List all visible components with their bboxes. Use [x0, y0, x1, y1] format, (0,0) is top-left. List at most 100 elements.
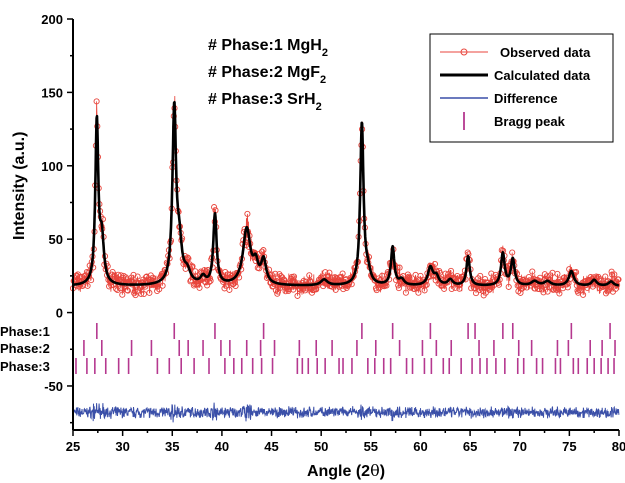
observed-point	[149, 274, 156, 281]
observed-point	[130, 271, 137, 278]
observed-point	[207, 277, 214, 284]
x-tick-label: 65	[463, 439, 477, 454]
observed-point	[340, 286, 347, 293]
y-tick-label: 100	[41, 159, 63, 174]
x-tick-label: 50	[314, 439, 328, 454]
observed-point	[539, 286, 546, 293]
observed-point	[509, 249, 516, 256]
calculated-data-line	[72, 101, 620, 287]
observed-point	[556, 290, 563, 297]
observed-point	[423, 281, 430, 288]
observed-point	[415, 289, 422, 296]
observed-point	[232, 282, 239, 290]
phase-row-label: Phase:1	[0, 324, 50, 339]
observed-point	[448, 285, 455, 293]
observed-point	[615, 276, 622, 283]
x-tick-label: 45	[264, 439, 278, 454]
observed-point	[339, 270, 346, 277]
observed-point	[187, 278, 194, 285]
observed-point	[456, 285, 463, 292]
legend: Observed data Calculated data Difference Br…	[429, 33, 614, 143]
observed-point	[272, 270, 279, 277]
observed-point	[290, 286, 297, 293]
observed-point	[286, 286, 293, 293]
observed-point	[231, 279, 238, 286]
legend-label: Calculated data	[494, 68, 591, 83]
observed-point	[325, 273, 332, 281]
phase-note-1: # Phase:1 MgH2	[208, 37, 328, 59]
observed-point	[577, 287, 584, 294]
observed-point	[517, 289, 524, 296]
observed-point	[88, 277, 95, 284]
x-tick-label: 35	[165, 439, 179, 454]
x-tick-label: 30	[115, 439, 129, 454]
legend-label: Difference	[494, 91, 558, 106]
legend-item-3: Difference	[440, 91, 558, 106]
observed-point	[260, 247, 267, 254]
observed-point	[189, 263, 196, 270]
observed-point	[124, 287, 131, 294]
observed-point	[612, 285, 619, 292]
observed-point	[138, 290, 145, 297]
observed-point	[536, 286, 543, 293]
observed-point	[185, 255, 192, 262]
observed-point	[156, 286, 163, 293]
x-tick-label: 55	[364, 439, 378, 454]
observed-point	[226, 286, 233, 293]
observed-point	[236, 274, 243, 281]
legend-item-1: Observed data	[440, 45, 591, 60]
observed-point	[196, 284, 203, 291]
observed-point	[134, 273, 141, 280]
observed-point	[606, 285, 613, 292]
observed-point	[132, 292, 139, 299]
bragg-row-2	[83, 340, 616, 356]
observed-point	[191, 281, 198, 288]
legend-item-4: Bragg peak	[463, 112, 566, 130]
observed-point	[211, 204, 218, 211]
y-tick-label: -50	[44, 379, 63, 394]
observed-point	[84, 282, 91, 289]
observed-point	[184, 254, 191, 261]
x-tick-label: 75	[562, 439, 576, 454]
observed-point	[417, 272, 424, 279]
observed-point	[470, 284, 478, 291]
y-tick-label: 0	[56, 306, 63, 321]
observed-point	[602, 273, 609, 280]
observed-point	[589, 283, 596, 290]
observed-point	[554, 270, 561, 277]
observed-point	[226, 271, 234, 278]
x-tick-label: 40	[215, 439, 229, 454]
observed-point	[244, 210, 251, 217]
phase-note-3: # Phase:3 SrH2	[208, 91, 322, 113]
observed-point	[113, 285, 120, 292]
observed-point	[294, 292, 301, 299]
phase-row-label: Phase:3	[0, 359, 50, 374]
observed-point	[383, 282, 390, 289]
y-axis-title: Intensity (a.u.)	[11, 132, 28, 240]
y-tick-label: 200	[41, 12, 63, 27]
observed-point	[611, 271, 618, 278]
legend-swatch-marker	[460, 48, 468, 56]
phase-note-2: # Phase:2 MgF2	[208, 64, 326, 86]
y-tick-label: 50	[49, 232, 63, 247]
observed-point	[332, 286, 339, 293]
observed-point	[326, 269, 333, 276]
observed-point	[117, 285, 124, 292]
observed-point	[529, 268, 536, 275]
observed-point	[281, 276, 288, 283]
plot-area	[69, 95, 622, 423]
axes: Phase:1 Phase:2 Phase:3 25 30 35 40 45 50 55 60 65 7…	[0, 12, 625, 480]
x-tick-label: 25	[66, 439, 80, 454]
observed-point	[338, 273, 345, 281]
observed-point	[159, 282, 166, 289]
observed-point	[395, 285, 402, 292]
observed-point	[131, 288, 138, 295]
observed-point	[505, 283, 512, 290]
bragg-row-3	[75, 358, 615, 374]
observed-point	[348, 281, 355, 288]
legend-label: Observed data	[500, 45, 591, 60]
y-tick-label: 150	[41, 85, 63, 100]
observed-point	[203, 268, 210, 275]
